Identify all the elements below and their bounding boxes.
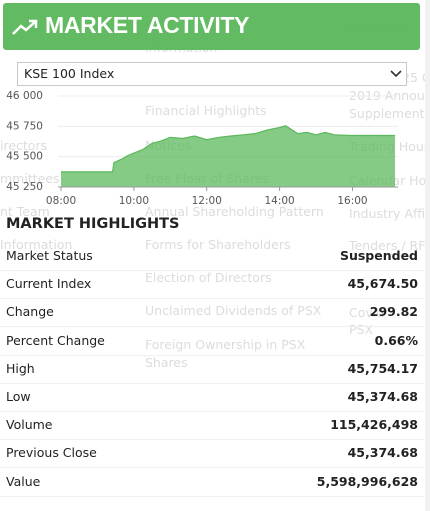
background-menu-item: Unclaimed Dividends of PSX xyxy=(145,303,322,318)
index-dropdown[interactable]: KSE 100 Index xyxy=(17,62,407,86)
background-menu-item: Covid xyxy=(349,305,385,320)
y-tick-label: 46 000 xyxy=(6,90,43,102)
row-label: Market Status xyxy=(6,248,93,263)
row-value: 115,426,498 xyxy=(330,417,418,433)
background-menu-item: Annual Shareholding Pattern xyxy=(145,204,324,219)
background-menu-item: nt Team xyxy=(0,204,50,219)
line xyxy=(61,125,395,173)
row-value: 299.82 xyxy=(369,304,418,320)
row-label: Value xyxy=(6,473,41,489)
highlight-row: Change 299.82 xyxy=(0,298,424,328)
x-tick-label: 10:00 xyxy=(119,195,149,207)
row-value: 45,374.68 xyxy=(347,389,418,404)
background-menu-item: mmittees xyxy=(0,171,60,186)
row-value: 5,598,996,628 xyxy=(316,473,418,489)
row-label: Low xyxy=(6,389,31,404)
dropdown-chevron xyxy=(390,70,402,78)
highlights-title: MARKET HIGHLIGHTS xyxy=(6,216,180,232)
background-menu-item: Foreign Ownership in PSX xyxy=(145,337,306,352)
x-tick-label: 12:00 xyxy=(192,195,222,207)
row-label: Current Index xyxy=(6,276,92,292)
y-tick-label: 45 750 xyxy=(6,120,43,132)
row-label: Volume xyxy=(6,417,53,433)
background-menu-item: Supplement xyxy=(349,106,425,121)
background-menu-item: Election of Directors xyxy=(145,270,272,285)
background-menu-item: Tenders / RFP xyxy=(349,238,430,253)
trend-icon xyxy=(12,19,38,35)
background-menu-item: Industry Affili xyxy=(349,206,430,221)
highlight-row: High 45,754.17 xyxy=(0,355,424,384)
row-label: Change xyxy=(6,304,54,320)
row-label: Percent Change xyxy=(6,332,105,348)
x-tick-label: 08:00 xyxy=(46,195,76,207)
row-value: Suspended xyxy=(339,248,418,263)
background-menu-item: Forms for Shareholders xyxy=(145,237,291,252)
highlight-row: Market Status Suspended xyxy=(0,242,424,271)
highlight-row: Value 5,598,996,628 xyxy=(0,468,424,497)
row-label: High xyxy=(6,360,35,376)
y-tick-label: 45 250 xyxy=(6,181,43,193)
background-menu-item: irectors xyxy=(0,138,48,153)
background-menu-item: Shares xyxy=(145,355,188,370)
area xyxy=(61,125,395,187)
x-tick-label: 16:00 xyxy=(337,195,367,207)
row-value: 45,674.50 xyxy=(347,276,418,292)
background-menu-item: Information xyxy=(0,237,73,252)
x-tick-label: 14:00 xyxy=(264,195,294,207)
header-title: MARKET ACTIVITY xyxy=(45,12,250,38)
dropdown-value: KSE 100 Index xyxy=(24,66,115,81)
background-menu-item: Financial Highlights xyxy=(145,103,267,118)
row-value: 45,374.68 xyxy=(347,445,418,461)
highlight-row: Previous Close 45,374.68 xyxy=(0,439,424,469)
y-tick-label: 45 500 xyxy=(6,151,43,163)
row-label: Previous Close xyxy=(6,445,97,461)
header: MARKET ACTIVITY xyxy=(3,3,420,50)
chart: 45 250 45 500 45 750 46 000 08:00 10:00 12:00 1… xyxy=(6,90,398,207)
highlight-row: Volume 115,426,498 xyxy=(0,411,424,441)
highlight-row: Current Index 45,674.50 xyxy=(0,270,424,300)
row-value: 0.66% xyxy=(374,332,418,348)
highlight-row: Percent Change 0.66% xyxy=(0,327,424,356)
scrollbar xyxy=(425,0,430,511)
row-value: 45,754.17 xyxy=(347,360,418,376)
highlight-row: Low 45,374.68 xyxy=(0,383,424,412)
background-menu-item: PSX xyxy=(349,322,374,337)
